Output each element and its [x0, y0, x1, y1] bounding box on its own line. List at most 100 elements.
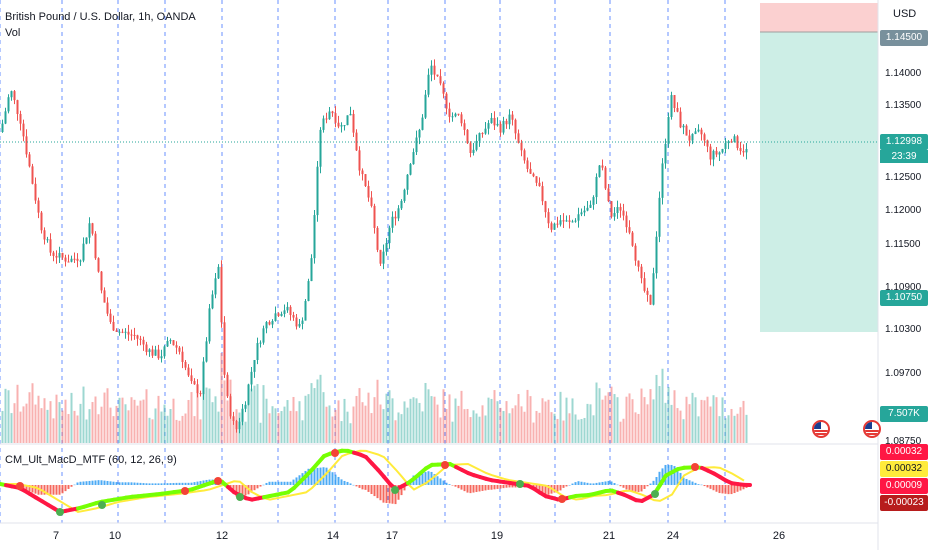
candle-body: [235, 420, 238, 430]
us-flag-event-icon[interactable]: [863, 420, 881, 438]
macd-histogram-bar: [619, 485, 622, 487]
volume-bar: [337, 400, 340, 443]
candle-body: [100, 271, 103, 291]
candle-body: [298, 323, 301, 327]
volume-bar: [727, 415, 730, 443]
macd-histogram-bar: [511, 485, 514, 488]
volume-bar: [67, 414, 70, 443]
candle-body: [523, 150, 526, 161]
volume-bar: [541, 398, 544, 443]
macd-histogram-bar: [469, 485, 472, 494]
macd-histogram-bar: [676, 469, 679, 485]
us-flag-event-icon[interactable]: [812, 420, 830, 438]
macd-histogram-bar: [625, 485, 628, 490]
macd-histogram-bar: [124, 482, 127, 485]
macd-histogram-bar: [640, 485, 643, 492]
macd-cross-dot: [516, 480, 524, 488]
candle-body: [259, 342, 262, 344]
macd-histogram-bar: [319, 467, 322, 485]
volume-bar: [157, 395, 160, 443]
candle-body: [508, 114, 511, 125]
macd-badge-2: 0.00032: [880, 461, 928, 477]
volume-bar: [331, 416, 334, 443]
volume-legend[interactable]: Vol: [5, 27, 21, 39]
candle-body: [238, 421, 241, 430]
volume-bar: [364, 405, 367, 443]
volume-bar: [487, 397, 490, 443]
volume-bar: [550, 412, 553, 443]
candle-body: [340, 125, 343, 127]
macd-histogram-bar: [313, 468, 316, 485]
macd-histogram-bar: [604, 481, 607, 485]
candle-body: [493, 117, 496, 126]
currency-label[interactable]: USD: [893, 8, 917, 20]
volume-bar: [187, 399, 190, 443]
macd-histogram-bar: [355, 485, 358, 487]
volume-bar: [268, 413, 271, 443]
volume-bar: [631, 399, 634, 443]
macd-histogram-bar: [565, 485, 568, 487]
macd-histogram-bar: [292, 479, 295, 485]
macd-histogram-bar: [727, 485, 730, 495]
candle-body: [73, 258, 76, 260]
macd-histogram-bar: [454, 485, 457, 487]
macd-histogram-bar: [139, 482, 142, 485]
volume-bar: [460, 390, 463, 443]
symbol-title[interactable]: British Pound / U.S. Dollar, 1h, OANDA: [5, 11, 196, 23]
candle-body: [376, 227, 379, 250]
volume-bar: [406, 407, 409, 443]
candle-body: [472, 149, 475, 153]
candle-body: [586, 207, 589, 211]
volume-bar: [523, 411, 526, 443]
candle-body: [325, 118, 328, 120]
volume-bar: [349, 423, 352, 443]
macd-histogram-bar: [607, 480, 610, 485]
candle-body: [550, 223, 553, 230]
candle-body: [679, 111, 682, 128]
macd-histogram-bar: [724, 485, 727, 494]
time-axis[interactable]: 7 10 12 14 17 19 21 24 26: [53, 530, 785, 542]
volume-badge: 7.507K: [880, 406, 928, 422]
macd-histogram-bar: [700, 484, 703, 486]
volume-bar: [445, 408, 448, 443]
macd-histogram-bar: [595, 482, 598, 485]
macd-histogram-bar: [328, 469, 331, 485]
price-axis[interactable]: 1.14000 1.13500 1.12500 1.12000 1.11500 1.109…: [885, 68, 922, 447]
candle-body: [199, 393, 202, 395]
macd-histogram-bar: [682, 477, 685, 485]
candle-body: [40, 212, 43, 231]
macd-histogram-bar: [121, 482, 124, 485]
volume-bar: [646, 404, 649, 443]
volume-bar: [688, 404, 691, 443]
indicator-legend[interactable]: CM_Ult_MacD_MTF (60, 12, 26, 9): [5, 454, 177, 466]
macd-cross-dot: [98, 501, 106, 509]
candle-body: [496, 123, 499, 126]
candle-body: [355, 132, 358, 151]
macd-histogram-bar: [442, 480, 445, 485]
volume-bar: [562, 420, 565, 443]
macd-histogram-bar: [262, 484, 265, 486]
macd-histogram-bar: [400, 485, 403, 496]
candle-body: [274, 313, 277, 321]
volume-bar: [325, 406, 328, 443]
volume-bar: [19, 411, 22, 443]
volume-bar: [232, 419, 235, 443]
candle-body: [406, 174, 409, 190]
macd-badge-1: 0.00032: [880, 444, 928, 460]
macd-histogram-bar: [436, 476, 439, 485]
macd-cross-dots: [16, 449, 699, 516]
candle-body: [733, 136, 736, 142]
candle-body: [1, 123, 4, 132]
macd-histogram-bar: [46, 485, 49, 495]
macd-histogram-bar: [622, 485, 625, 488]
volume-bar: [262, 385, 265, 443]
volume-bar: [58, 402, 61, 443]
candle-body: [334, 113, 337, 123]
volume-bar: [352, 406, 355, 443]
candle-body: [415, 137, 418, 153]
candle-body: [244, 404, 247, 409]
macd-histogram-bar: [475, 485, 478, 493]
volume-bar: [190, 392, 193, 443]
volume-bar: [376, 379, 379, 443]
